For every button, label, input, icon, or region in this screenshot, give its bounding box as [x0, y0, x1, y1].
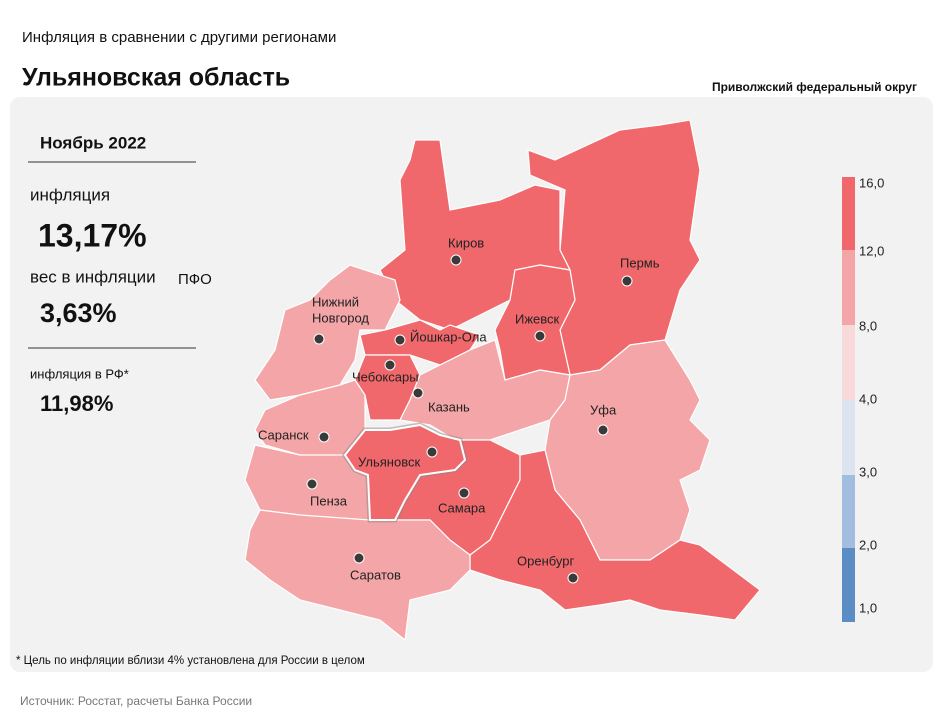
city-dot [353, 552, 365, 564]
legend-tick-label: 1,0 [859, 600, 877, 615]
region-label: Нижний [312, 294, 359, 309]
city-dot [534, 330, 546, 342]
city-dot [306, 478, 318, 490]
city-dot [313, 333, 325, 345]
footnote: * Цель по инфляции вблизи 4% установлена… [16, 655, 365, 667]
legend-tick-label: 12,0 [859, 243, 884, 258]
city-dot [318, 431, 330, 443]
region-label: Ижевск [515, 311, 560, 326]
region [399, 339, 571, 441]
title: Ульяновская область [22, 64, 290, 92]
city-dot [597, 424, 609, 436]
legend-swatch [842, 400, 855, 475]
region-label: Пенза [310, 493, 348, 508]
subtitle: Инфляция в сравнении с другими регионами [22, 29, 336, 46]
city-dot [567, 572, 579, 584]
district: Приволжский федеральный округ [712, 80, 917, 94]
city-dot [412, 387, 424, 399]
rf-value: 11,98% [40, 391, 113, 416]
legend-swatch [842, 325, 855, 400]
city-dot [450, 254, 462, 266]
region-label: Саратов [350, 567, 401, 582]
weight-value: 3,63% [40, 298, 117, 328]
region [469, 449, 761, 621]
region-label: Новгород [312, 310, 369, 325]
city-dot [394, 334, 406, 346]
region-label: Саранск [258, 427, 309, 442]
region-label: Самара [438, 500, 486, 515]
weight-label: вес в инфляции [30, 267, 156, 286]
region-label: Казань [428, 399, 470, 414]
region-label: Пермь [620, 255, 660, 270]
inflation-value: 13,17% [38, 217, 147, 253]
legend-swatch [842, 548, 855, 622]
city-dot [621, 275, 633, 287]
region-label: Киров [448, 235, 484, 250]
weight-scope: ПФО [178, 271, 212, 288]
city-dot [384, 359, 396, 371]
legend-tick-label: 2,0 [859, 537, 877, 552]
region-label: Чебоксары [352, 369, 419, 384]
legend-swatch [842, 475, 855, 548]
region-label: Оренбург [517, 553, 574, 568]
legend-tick-label: 16,0 [859, 175, 884, 190]
legend-swatch [842, 177, 855, 250]
legend: 16,0 12,0 8,0 4,0 3,0 2,0 1,0 [842, 175, 884, 622]
legend-tick-label: 8,0 [859, 318, 877, 333]
region-label: Ульяновск [358, 454, 420, 469]
region-label: Уфа [590, 402, 617, 417]
period: Ноябрь 2022 [40, 133, 146, 152]
rf-label: инфляция в РФ* [30, 366, 129, 381]
region-label: Йошкар-Ола [410, 329, 487, 344]
legend-tick-label: 4,0 [859, 391, 877, 406]
legend-tick-label: 3,0 [859, 464, 877, 479]
inflation-label: инфляция [30, 185, 110, 204]
legend-swatch [842, 250, 855, 325]
source: Источник: Росстат, расчеты Банка России [20, 694, 252, 708]
city-dot [426, 446, 438, 458]
city-dot [458, 487, 470, 499]
